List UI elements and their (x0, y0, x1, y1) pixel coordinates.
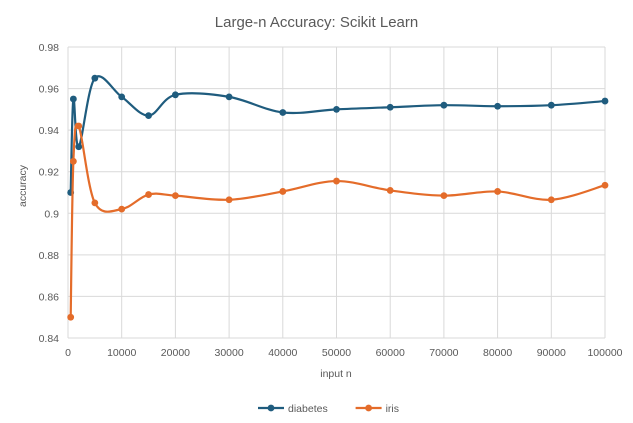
y-tick-label: 0.96 (39, 84, 60, 96)
data-point-diabetes (145, 112, 152, 119)
data-point-diabetes (279, 109, 287, 116)
data-point-diabetes (225, 93, 233, 101)
y-tick-label: 0.92 (39, 167, 60, 179)
data-point-iris (91, 199, 99, 207)
y-tick-label: 0.9 (44, 208, 59, 220)
data-point-diabetes (118, 93, 126, 101)
data-point-diabetes (69, 95, 77, 103)
data-point-iris (75, 122, 83, 130)
x-tick-label: 50000 (322, 347, 351, 359)
y-axis-title: accuracy (17, 164, 29, 207)
y-tick-label: 0.98 (39, 42, 60, 54)
x-tick-label: 40000 (268, 347, 297, 359)
x-tick-label: 20000 (161, 347, 190, 359)
x-tick-label: 70000 (429, 347, 458, 359)
x-tick-label: 90000 (537, 347, 566, 359)
data-point-iris (118, 205, 126, 213)
legend: diabetes iris (258, 403, 399, 415)
data-point-diabetes (601, 97, 609, 105)
data-point-iris (440, 192, 448, 200)
legend-item-iris: iris (355, 403, 399, 415)
data-point-iris (601, 181, 609, 189)
chart-title: Large-n Accuracy: Scikit Learn (215, 14, 418, 31)
axes: 0.84 0.86 0.88 0.9 0.92 0.94 0.96 0.98 0 10000 200… (39, 42, 623, 359)
y-tick-label: 0.84 (39, 333, 60, 345)
legend-label: iris (386, 403, 399, 415)
data-point-diabetes (440, 101, 448, 109)
legend-item-diabetes: diabetes (258, 403, 328, 415)
x-tick-label: 10000 (107, 347, 136, 359)
legend-swatch-marker (267, 404, 275, 412)
x-axis-title: input n (320, 368, 352, 380)
data-point-diabetes (547, 101, 555, 109)
data-point-iris (69, 157, 77, 165)
legend-swatch-marker (365, 404, 372, 412)
series-line-iris (69, 123, 607, 319)
data-point-iris (333, 177, 340, 185)
y-tick-label: 0.88 (39, 250, 60, 262)
data-point-diabetes (172, 91, 179, 99)
data-point-diabetes (91, 74, 99, 82)
data-point-diabetes (494, 102, 501, 110)
x-tick-label: 80000 (483, 347, 512, 359)
series-layer (67, 74, 609, 321)
series-iris (67, 122, 609, 321)
series-line-diabetes (69, 75, 607, 194)
y-tick-label: 0.94 (39, 125, 60, 137)
data-point-iris (145, 191, 152, 198)
data-point-iris (386, 187, 394, 194)
data-point-iris (225, 196, 233, 204)
data-point-iris (547, 196, 555, 204)
x-tick-label: 30000 (214, 347, 243, 359)
data-point-iris (67, 313, 75, 321)
data-point-diabetes (75, 143, 83, 151)
series-diabetes (67, 74, 609, 196)
data-point-diabetes (333, 105, 340, 113)
x-tick-label: 0 (65, 347, 71, 359)
data-point-iris (279, 188, 287, 195)
x-tick-label: 60000 (376, 347, 405, 359)
x-tick-label: 100000 (587, 347, 622, 359)
legend-label: diabetes (288, 403, 328, 415)
data-point-iris (494, 188, 501, 195)
y-tick-label: 0.86 (39, 291, 60, 303)
data-point-iris (172, 192, 179, 200)
data-point-diabetes (386, 103, 394, 111)
